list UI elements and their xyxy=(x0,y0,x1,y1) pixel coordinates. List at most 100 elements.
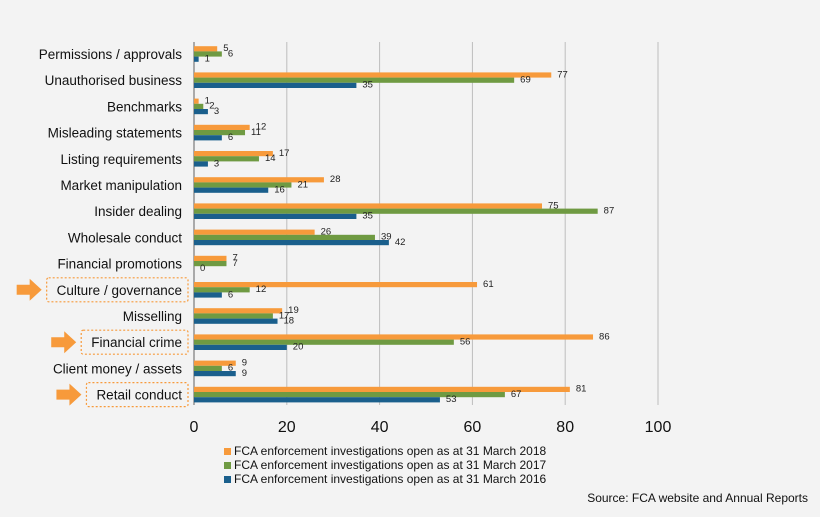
data-label: 28 xyxy=(330,174,341,185)
bar xyxy=(194,151,273,157)
bar xyxy=(194,287,250,293)
category-label: Financial promotions xyxy=(57,257,182,272)
x-tick-label: 100 xyxy=(645,419,672,436)
data-label: 12 xyxy=(256,122,267,133)
legend-swatch xyxy=(224,476,231,483)
highlight-arrow-icon xyxy=(51,331,77,354)
data-label: 6 xyxy=(228,363,233,374)
bar xyxy=(194,261,227,267)
legend-swatch xyxy=(224,448,231,455)
data-label: 5 xyxy=(223,43,228,54)
data-label: 17 xyxy=(279,310,290,321)
highlight-markers xyxy=(16,277,189,408)
data-label: 19 xyxy=(288,305,299,316)
data-label: 14 xyxy=(265,153,276,164)
legend-label: FCA enforcement investigations open as a… xyxy=(234,472,547,486)
bar xyxy=(194,56,199,62)
legend-label: FCA enforcement investigations open as a… xyxy=(234,444,547,458)
data-label: 77 xyxy=(557,69,568,80)
data-label: 6 xyxy=(228,48,233,59)
x-tick-label: 60 xyxy=(464,419,482,436)
gridlines xyxy=(193,42,659,405)
bar xyxy=(194,365,222,371)
highlight-box xyxy=(85,382,189,408)
category-label: Misselling xyxy=(123,309,182,324)
data-label: 35 xyxy=(362,211,373,222)
data-label: 21 xyxy=(297,179,308,190)
data-label: 18 xyxy=(284,316,295,327)
legend: FCA enforcement investigations open as a… xyxy=(224,444,547,486)
data-label: 67 xyxy=(511,389,522,400)
data-label: 61 xyxy=(483,279,494,290)
category-label: Client money / assets xyxy=(53,361,182,376)
bar xyxy=(194,156,259,162)
bar xyxy=(194,255,227,261)
bar xyxy=(194,282,478,288)
category-label: Listing requirements xyxy=(60,152,182,167)
data-label: 26 xyxy=(321,227,332,238)
category-label: Unauthorised business xyxy=(45,73,183,88)
data-label: 0 xyxy=(200,263,205,274)
category-labels: Permissions / approvals Unauthorised busi… xyxy=(39,47,183,403)
bars xyxy=(194,46,598,403)
bar xyxy=(194,339,454,345)
bar xyxy=(194,371,236,377)
legend-label: FCA enforcement investigations open as a… xyxy=(234,458,547,472)
data-label: 3 xyxy=(214,158,219,169)
data-label: 9 xyxy=(242,358,247,369)
bar xyxy=(194,292,222,298)
data-label: 17 xyxy=(279,148,290,159)
bar xyxy=(194,124,250,130)
bar xyxy=(194,109,208,115)
x-axis-ticks: 0 20 40 60 80 100 xyxy=(190,419,672,436)
category-label: Misleading statements xyxy=(48,126,183,141)
category-label: Retail conduct xyxy=(96,388,182,403)
bar xyxy=(194,51,222,57)
highlight-box xyxy=(80,329,189,355)
bar xyxy=(194,344,287,350)
highlight-box xyxy=(46,277,189,303)
bar xyxy=(194,334,594,340)
data-label: 39 xyxy=(381,232,392,243)
category-label: Permissions / approvals xyxy=(39,47,183,62)
bar xyxy=(194,77,515,83)
bar xyxy=(194,82,357,88)
bar xyxy=(194,208,598,214)
category-label: Wholesale conduct xyxy=(68,230,182,245)
bar xyxy=(194,229,315,235)
data-label: 53 xyxy=(446,394,457,405)
x-tick-label: 0 xyxy=(190,419,199,436)
bar xyxy=(194,240,389,246)
bar xyxy=(194,130,246,136)
data-label: 20 xyxy=(293,342,304,353)
bar xyxy=(194,397,440,403)
category-label: Market manipulation xyxy=(60,178,182,193)
data-label: 11 xyxy=(251,127,261,138)
data-label: 16 xyxy=(274,185,285,196)
data-label: 35 xyxy=(362,80,373,91)
data-label: 6 xyxy=(228,132,233,143)
bar xyxy=(194,360,236,366)
bar xyxy=(194,135,222,141)
bar xyxy=(194,392,505,398)
bar xyxy=(194,213,357,219)
x-tick-label: 40 xyxy=(371,419,389,436)
highlight-arrow-icon xyxy=(56,383,82,406)
category-label: Financial crime xyxy=(91,335,182,350)
data-label: 7 xyxy=(232,253,237,264)
bar xyxy=(194,98,199,104)
source-note: Source: FCA website and Annual Reports xyxy=(587,491,808,505)
category-label: Insider dealing xyxy=(94,204,182,219)
data-label: 1 xyxy=(205,96,210,107)
data-label: 81 xyxy=(576,384,587,395)
x-tick-label: 80 xyxy=(556,419,574,436)
legend-swatch xyxy=(224,462,231,469)
data-label: 86 xyxy=(599,331,610,342)
bar xyxy=(194,203,542,209)
data-label: 87 xyxy=(604,206,615,217)
bar xyxy=(194,187,269,193)
data-label: 56 xyxy=(460,337,471,348)
bar xyxy=(194,161,208,167)
